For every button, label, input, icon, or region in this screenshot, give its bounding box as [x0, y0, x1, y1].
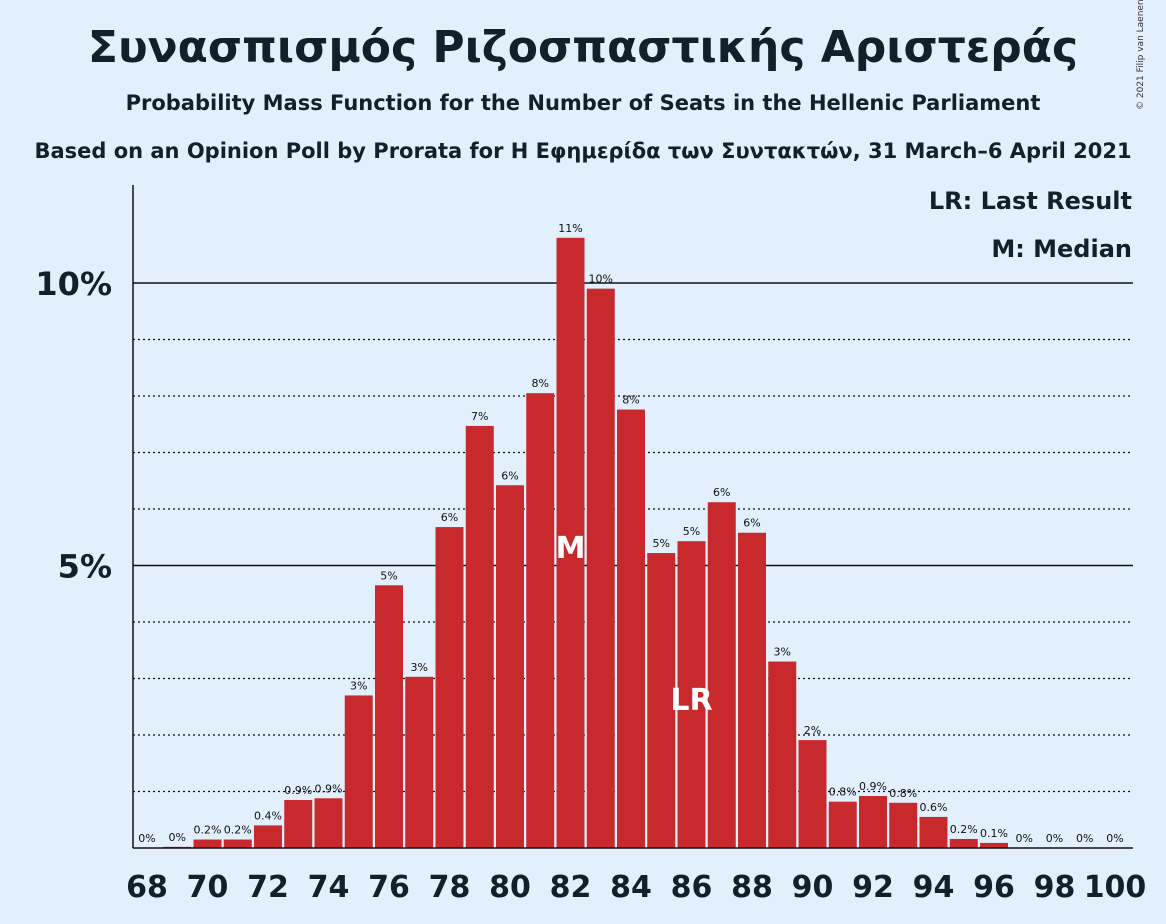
data-label-seat-87: 6% — [713, 486, 730, 499]
bar-seat-71 — [223, 839, 252, 848]
bar-seat-92 — [859, 796, 887, 848]
bar-seat-95 — [949, 838, 978, 848]
data-label-seat-99: 0% — [1076, 832, 1093, 845]
data-label-seat-84: 8% — [622, 394, 639, 407]
bar-seat-80 — [496, 485, 524, 848]
data-label-seat-82: 11% — [558, 222, 582, 235]
bar-seat-78 — [435, 527, 464, 848]
x-tick-label: 90 — [792, 870, 834, 905]
data-label-seat-68: 0% — [138, 832, 155, 845]
x-tick-label: 84 — [610, 870, 652, 905]
data-label-seat-71: 0.2% — [224, 824, 252, 837]
data-label-seat-94: 0.6% — [920, 801, 948, 814]
bar-seat-81 — [526, 393, 555, 848]
chart-title: Συνασπισμός Ριζοσπαστικής Αριστεράς — [87, 22, 1079, 73]
bar-seat-94 — [919, 816, 948, 848]
data-label-seat-78: 6% — [441, 511, 458, 524]
x-tick-label: 94 — [913, 870, 955, 905]
x-tick-label: 100 — [1084, 870, 1147, 905]
x-tick-label: 70 — [187, 870, 229, 905]
x-tick-label: 72 — [247, 870, 289, 905]
bars-group — [163, 237, 1008, 849]
x-tick-label: 98 — [1034, 870, 1076, 905]
bar-seat-88 — [738, 532, 766, 848]
data-label-seat-97: 0% — [1016, 832, 1033, 845]
data-label-seat-75: 3% — [350, 679, 367, 692]
data-label-seat-85: 5% — [653, 537, 670, 550]
bar-seat-89 — [768, 661, 797, 848]
x-tick-label: 78 — [429, 870, 471, 905]
data-label-seat-90: 2% — [804, 724, 821, 737]
data-label-seat-80: 6% — [501, 469, 518, 482]
x-tick-label: 80 — [489, 870, 531, 905]
data-label-seat-96: 0.1% — [980, 827, 1008, 840]
x-tick-label: 74 — [308, 870, 350, 905]
y-tick-label: 10% — [35, 265, 112, 303]
data-label-seat-93: 0.8% — [889, 787, 917, 800]
data-label-seat-95: 0.2% — [950, 823, 978, 836]
data-label-seat-86: 5% — [683, 525, 700, 538]
bar-seat-75 — [344, 695, 373, 848]
data-label-seat-70: 0.2% — [194, 824, 222, 837]
bar-seat-85 — [647, 553, 676, 848]
data-label-seat-91: 0.8% — [829, 786, 857, 799]
bar-seat-82 — [556, 237, 585, 849]
data-label-seat-83: 10% — [589, 273, 613, 286]
chart-source: Based on an Opinion Poll by Prorata for … — [34, 139, 1132, 163]
bar-seat-86 — [677, 541, 706, 848]
x-tick-label: 86 — [671, 870, 713, 905]
data-label-seat-100: 0% — [1106, 832, 1123, 845]
legend-median: M: Median — [991, 235, 1132, 263]
bar-seat-74 — [314, 798, 343, 848]
data-label-seat-98: 0% — [1046, 832, 1063, 845]
bar-seat-76 — [375, 585, 403, 848]
data-label-seat-81: 8% — [532, 377, 549, 390]
y-tick-label: 5% — [58, 548, 112, 586]
x-tick-label: 68 — [126, 870, 168, 905]
bar-seat-93 — [889, 802, 918, 848]
x-tick-label: 82 — [550, 870, 592, 905]
chart-subtitle: Probability Mass Function for the Number… — [125, 91, 1041, 115]
data-label-seat-73: 0.9% — [284, 784, 312, 797]
bar-seat-70 — [193, 839, 222, 848]
legend-last-result: LR: Last Result — [929, 187, 1132, 215]
data-label-seat-69: 0% — [169, 831, 186, 844]
x-tick-label: 88 — [731, 870, 773, 905]
last-result-marker: LR — [670, 683, 712, 718]
x-tick-label: 96 — [973, 870, 1015, 905]
bar-seat-96 — [980, 842, 1008, 848]
data-label-seat-89: 3% — [774, 646, 791, 659]
data-label-seat-79: 7% — [471, 410, 488, 423]
labels-group: 0% 0%0.2% 0.2%0.4%0.9% 0.9%3%5%3%6%7%6%8%11… — [138, 222, 1123, 845]
bar-seat-72 — [254, 825, 282, 848]
data-label-seat-74: 0.9% — [315, 782, 343, 795]
bar-seat-84 — [617, 409, 645, 848]
median-marker: M — [556, 531, 586, 566]
bar-seat-90 — [798, 740, 827, 848]
data-label-seat-77: 3% — [411, 661, 428, 674]
bar-seat-83 — [586, 288, 615, 848]
bar-seat-87 — [707, 502, 736, 848]
data-label-seat-88: 6% — [743, 517, 760, 530]
x-tick-label: 92 — [852, 870, 894, 905]
data-label-seat-76: 5% — [380, 569, 397, 582]
axes-group: 5% 10% 68 70 72 74 76 78 80 82 84 86 88 90 92 94 96 98 100 — [35, 185, 1146, 905]
bar-seat-91 — [828, 801, 857, 848]
bar-seat-73 — [284, 799, 313, 848]
data-label-seat-92: 0.9% — [859, 780, 887, 793]
bar-seat-77 — [405, 676, 434, 848]
data-label-seat-72: 0.4% — [254, 809, 282, 822]
x-tick-label: 76 — [368, 870, 410, 905]
bar-seat-79 — [465, 425, 494, 848]
